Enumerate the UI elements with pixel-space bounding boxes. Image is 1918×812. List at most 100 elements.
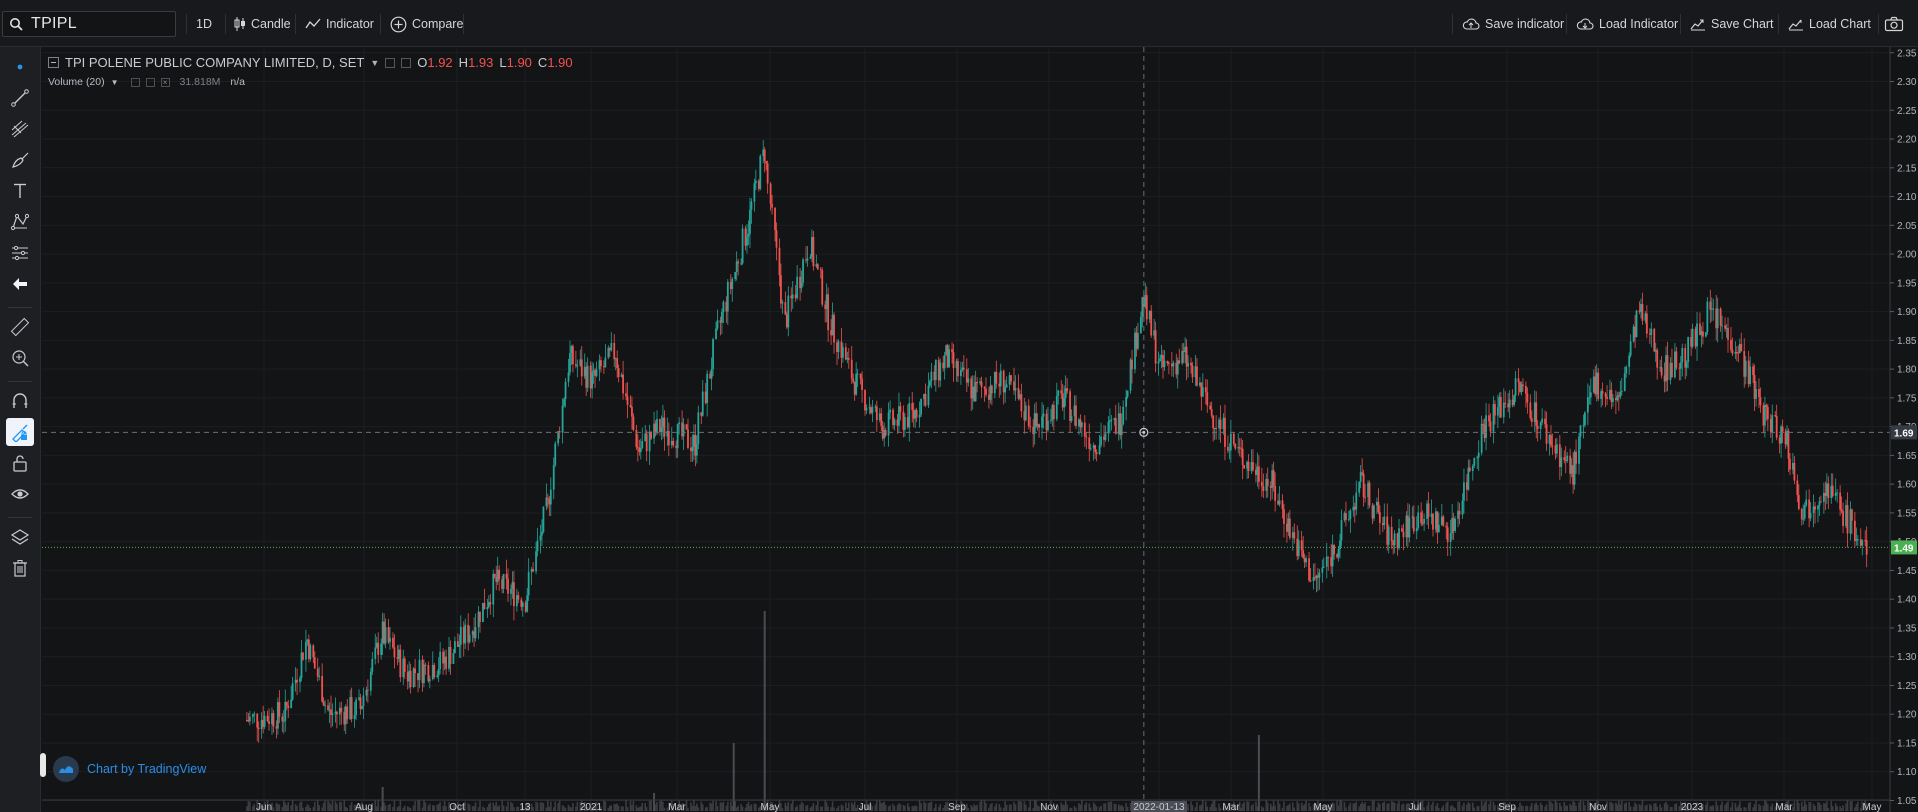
pattern-tool[interactable] xyxy=(6,208,34,236)
candle-body xyxy=(750,201,753,210)
load-chart-button[interactable]: Load Chart xyxy=(1788,13,1871,35)
screenshot-button[interactable] xyxy=(1884,13,1904,35)
volume-bar xyxy=(1269,803,1272,811)
volume-bar xyxy=(638,806,641,811)
volume-bar xyxy=(302,807,304,811)
volume-bar xyxy=(439,802,441,811)
volume-bar xyxy=(721,802,723,811)
candle-body xyxy=(328,709,331,711)
pitchfork-tool[interactable] xyxy=(6,115,34,143)
collapse-icon[interactable] xyxy=(48,57,59,68)
volume-bar xyxy=(710,803,713,811)
candle-body xyxy=(282,720,285,722)
candle-body xyxy=(827,294,830,331)
magnet-tool[interactable] xyxy=(6,387,34,415)
candle-body xyxy=(248,716,251,722)
volume-bar xyxy=(1671,806,1673,811)
candle-body xyxy=(1702,331,1704,337)
volume-bar xyxy=(1640,805,1642,811)
candle-body xyxy=(1327,556,1330,558)
indicator-button[interactable]: Indicator xyxy=(305,13,374,35)
volume-bar xyxy=(988,807,990,811)
candle-body xyxy=(1427,503,1430,517)
tradingview-watermark[interactable]: Chart by TradingView xyxy=(53,756,206,782)
trend-line-tool[interactable] xyxy=(6,84,34,112)
candle-body xyxy=(896,419,899,426)
candle-body xyxy=(1563,457,1566,461)
hide-series-icon[interactable] xyxy=(385,57,396,68)
volume-bar xyxy=(915,806,918,811)
candle-body xyxy=(1584,412,1586,426)
candle-body xyxy=(781,302,784,304)
ruler-tool[interactable] xyxy=(6,313,34,341)
volume-bar xyxy=(750,804,753,811)
volume-bar xyxy=(541,802,543,811)
object-tree-tool[interactable] xyxy=(6,523,34,551)
volume-bar xyxy=(960,801,962,811)
chart-pane[interactable]: 2.35 2.30 2.25 2.20 2.15 2.10 2.05 2.00 1.95 1.90… xyxy=(42,47,1918,812)
price-chart[interactable]: 2.352.302.252.202.152.102.052.001.951.90… xyxy=(42,47,1918,812)
candle-body xyxy=(564,381,567,400)
volume-bar xyxy=(278,804,281,811)
candle-body xyxy=(1822,492,1825,502)
top-toolbar: TPIPL 1D Candle Indicator Compare Save i… xyxy=(0,0,1918,47)
stay-in-drawing-mode-tool[interactable] xyxy=(6,418,34,446)
volume-bar xyxy=(600,806,602,811)
search-icon xyxy=(10,18,23,31)
candle-body xyxy=(257,727,260,729)
volume-bar xyxy=(871,806,874,811)
volume-close-icon[interactable]: × xyxy=(160,77,170,87)
volume-dropdown-icon[interactable]: ▼ xyxy=(110,77,119,87)
volume-bar xyxy=(967,807,970,811)
candle-body xyxy=(809,256,812,259)
ruler-icon xyxy=(10,317,30,337)
candle-body xyxy=(1181,350,1184,364)
back-tool[interactable] xyxy=(6,270,34,298)
volume-bar xyxy=(495,801,498,811)
volume-hide-icon[interactable] xyxy=(130,77,140,87)
candle-body xyxy=(1575,451,1577,464)
candle-body xyxy=(1681,347,1684,363)
settings-series-icon[interactable] xyxy=(401,57,412,68)
visibility-tool[interactable] xyxy=(6,480,34,508)
candle-body xyxy=(918,414,921,418)
candle-body xyxy=(1601,391,1604,394)
load-indicator-button[interactable]: Load Indicator xyxy=(1576,13,1678,35)
volume-bar xyxy=(898,803,900,811)
price-tick-label: 1.15 xyxy=(1897,738,1917,749)
symbol-search-input[interactable]: TPIPL xyxy=(2,11,176,37)
volume-bar xyxy=(1104,803,1107,811)
chart-type-button[interactable]: Candle xyxy=(234,13,291,35)
volume-bar xyxy=(281,806,284,811)
volume-bar xyxy=(961,802,964,811)
volume-bar xyxy=(1318,804,1321,811)
scroll-handle[interactable] xyxy=(40,753,46,777)
volume-bar xyxy=(1520,805,1523,811)
candle-body xyxy=(1671,362,1673,378)
candle-body xyxy=(1178,360,1181,364)
text-tool[interactable] xyxy=(6,177,34,205)
volume-bar xyxy=(318,805,320,811)
legend-dropdown-icon[interactable]: ▼ xyxy=(370,57,380,68)
remove-drawings-tool[interactable] xyxy=(6,554,34,582)
candle-body xyxy=(1257,466,1260,482)
compare-button[interactable]: Compare xyxy=(390,13,463,35)
zoom-tool[interactable] xyxy=(6,344,34,372)
volume-bar xyxy=(1590,803,1592,811)
interval-button[interactable]: 1D xyxy=(196,13,212,35)
volume-settings-icon[interactable] xyxy=(145,77,155,87)
candle-body xyxy=(1747,360,1750,385)
save-chart-button[interactable]: Save Chart xyxy=(1690,13,1774,35)
lock-tool[interactable] xyxy=(6,449,34,477)
candle-body xyxy=(1381,522,1384,526)
brush-tool[interactable] xyxy=(6,146,34,174)
candle-body xyxy=(371,659,374,672)
candle-body xyxy=(294,679,297,684)
volume-bar xyxy=(937,806,940,811)
volume-bar xyxy=(479,801,481,811)
cursor-tool[interactable] xyxy=(6,53,34,81)
volume-bar xyxy=(787,802,790,811)
volume-bar xyxy=(1737,805,1740,811)
save-indicator-button[interactable]: Save indicator xyxy=(1462,13,1564,35)
projection-tool[interactable] xyxy=(6,239,34,267)
